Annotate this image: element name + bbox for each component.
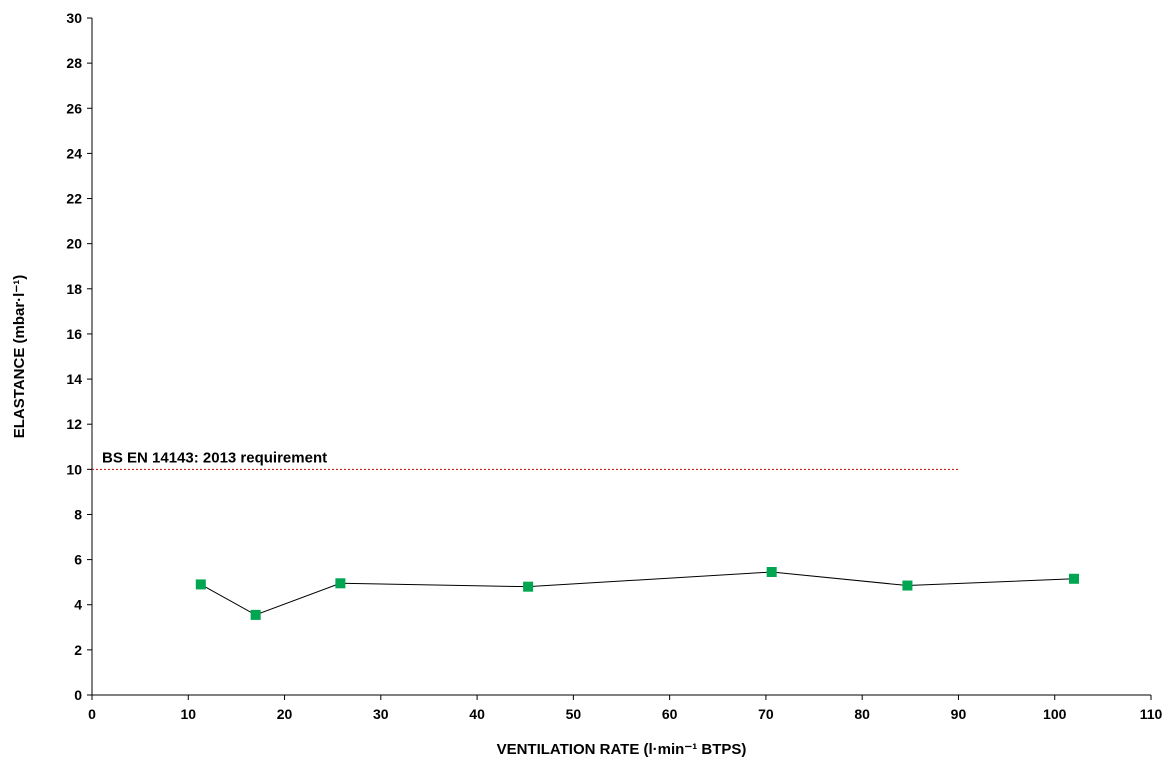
x-tick-label: 100 xyxy=(1043,706,1067,722)
x-axis-title: VENTILATION RATE (l·min⁻¹ BTPS) xyxy=(497,741,747,758)
x-tick-label: 70 xyxy=(758,706,774,722)
data-point xyxy=(250,609,261,620)
x-tick-label: 80 xyxy=(854,706,870,722)
data-point xyxy=(195,579,206,590)
y-tick-label: 14 xyxy=(66,371,82,387)
y-tick-label: 20 xyxy=(66,236,82,252)
y-tick-label: 10 xyxy=(66,461,82,477)
y-tick-label: 24 xyxy=(66,145,82,161)
y-tick-label: 2 xyxy=(74,642,82,658)
y-tick-label: 4 xyxy=(74,597,82,613)
series-line xyxy=(200,571,1075,616)
y-tick-label: 30 xyxy=(66,10,82,26)
y-tick-label: 6 xyxy=(74,552,82,568)
x-tick-label: 10 xyxy=(180,706,196,722)
data-point xyxy=(523,581,534,592)
y-tick-label: 12 xyxy=(66,416,82,432)
x-tick-label: 0 xyxy=(88,706,96,722)
y-tick-label: 16 xyxy=(66,326,82,342)
x-tick-label: 50 xyxy=(566,706,582,722)
x-tick-label: 90 xyxy=(951,706,967,722)
y-tick-label: 22 xyxy=(66,191,82,207)
y-tick-label: 0 xyxy=(74,687,82,703)
data-point xyxy=(1068,573,1079,584)
series-layer xyxy=(195,567,1079,620)
reference-line-label: BS EN 14143: 2013 requirement xyxy=(102,449,327,466)
data-point xyxy=(902,580,913,591)
x-tick-label: 60 xyxy=(662,706,678,722)
y-tick-label: 8 xyxy=(74,506,82,522)
x-tick-label: 30 xyxy=(373,706,389,722)
x-tick-label: 110 xyxy=(1140,706,1163,722)
data-point xyxy=(766,567,777,578)
y-axis-title: ELASTANCE (mbar·l⁻¹) xyxy=(11,275,28,438)
data-point xyxy=(335,578,346,589)
y-tick-label: 26 xyxy=(66,100,82,116)
y-tick-label: 18 xyxy=(66,281,82,297)
x-tick-label: 40 xyxy=(469,706,485,722)
y-tick-label: 28 xyxy=(66,55,82,71)
x-tick-label: 20 xyxy=(277,706,293,722)
